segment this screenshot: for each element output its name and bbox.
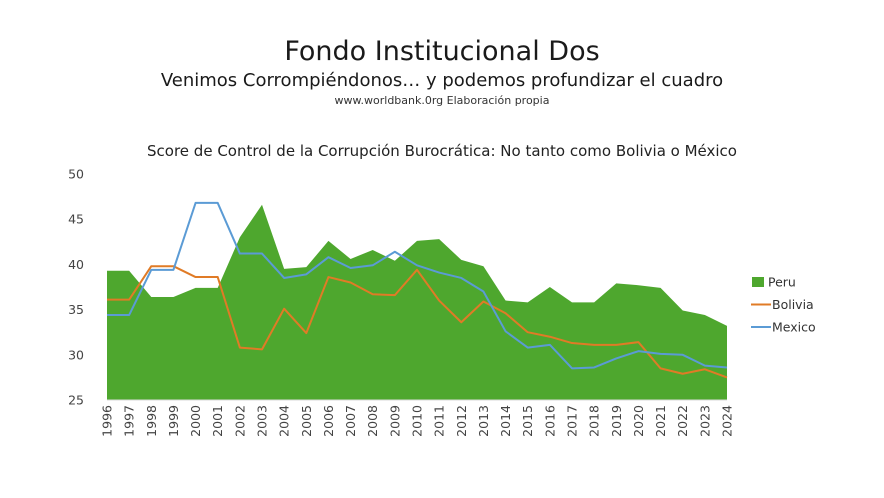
- y-tick-label: 40: [68, 257, 84, 272]
- x-tick-label: 2005: [299, 405, 314, 437]
- x-tick-label: 2010: [410, 405, 425, 437]
- series-line-mexico: [107, 201, 728, 370]
- x-tick-label: 2013: [476, 405, 491, 437]
- x-tick-label: 2012: [454, 405, 469, 437]
- chart-title: Score de Control de la Corrupción Burocr…: [147, 142, 737, 160]
- x-tick-label: 2001: [210, 405, 225, 437]
- legend-label-bolivia: Bolivia: [772, 297, 814, 312]
- x-tick-label: 2009: [387, 405, 402, 437]
- x-tick-label: 2022: [675, 405, 690, 437]
- legend-swatch-peru: [752, 277, 764, 287]
- y-tick-label: 45: [68, 212, 84, 227]
- y-tick-label: 25: [68, 393, 84, 408]
- x-tick-label: 1998: [144, 405, 159, 437]
- source-note: www.worldbank.0rg Elaboración propia: [334, 94, 550, 107]
- legend-label-peru: Peru: [768, 275, 796, 290]
- legend-label-mexico: Mexico: [772, 320, 816, 335]
- x-tick-label: 2020: [631, 405, 646, 437]
- series-line-bolivia: [107, 265, 728, 379]
- x-tick-label: 2015: [520, 405, 535, 437]
- x-tick-label: 2019: [609, 405, 624, 437]
- x-tick-label: 1997: [122, 405, 137, 437]
- x-tick-label: 2016: [542, 405, 557, 437]
- y-tick-label: 50: [68, 167, 84, 182]
- x-tick-label: 2000: [188, 405, 203, 437]
- x-tick-label: 2011: [432, 405, 447, 437]
- x-axis-ticks: 1996 1997 1998 1999 2000 2001 2002 2003 2004 2005…: [100, 405, 735, 437]
- x-tick-label: 2004: [277, 405, 292, 437]
- x-tick-label: 2002: [232, 405, 247, 437]
- y-tick-label: 35: [68, 302, 84, 317]
- x-tick-label: 2007: [343, 405, 358, 437]
- y-axis-ticks: 25 30 35 40 45 50: [68, 167, 84, 408]
- series-area-peru: [107, 204, 727, 400]
- x-tick-label: 1999: [166, 405, 181, 437]
- x-tick-label: 2024: [720, 405, 735, 437]
- plot-area: [107, 201, 728, 400]
- x-tick-label: 2023: [697, 405, 712, 437]
- x-tick-label: 2018: [587, 405, 602, 437]
- x-tick-label: 2021: [653, 405, 668, 437]
- page-title: Fondo Institucional Dos: [284, 36, 600, 67]
- y-tick-label: 30: [68, 347, 84, 362]
- x-tick-label: 2014: [498, 405, 513, 437]
- x-tick-label: 1996: [100, 405, 115, 437]
- x-tick-label: 2017: [565, 405, 580, 437]
- x-tick-label: 2008: [365, 405, 380, 437]
- x-tick-label: 2006: [321, 405, 336, 437]
- legend: Peru Bolivia Mexico: [751, 275, 816, 335]
- page-subtitle: Venimos Corrompiéndonos… y podemos profu…: [160, 70, 724, 91]
- x-tick-label: 2003: [255, 405, 270, 437]
